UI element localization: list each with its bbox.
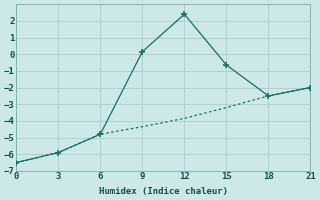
X-axis label: Humidex (Indice chaleur): Humidex (Indice chaleur) xyxy=(99,187,228,196)
